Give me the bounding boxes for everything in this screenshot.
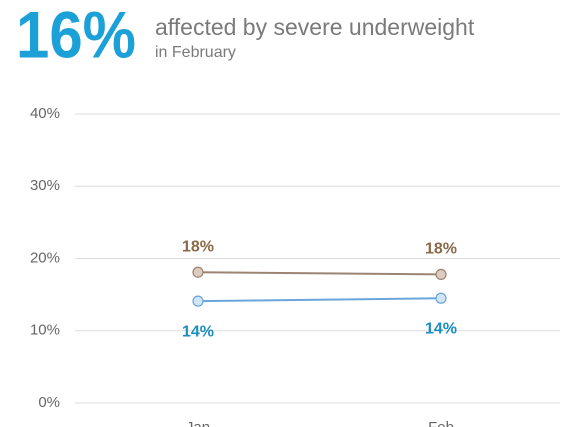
- series-line: [197, 271, 442, 276]
- data-label: 18%: [182, 238, 214, 255]
- y-tick-label: 10%: [30, 322, 60, 339]
- headline: 16%: [16, 0, 136, 71]
- y-tick-label: 40%: [30, 105, 60, 122]
- y-tick-label: 30%: [30, 177, 60, 194]
- chart-subtitle: in February: [155, 44, 236, 61]
- data-label: 14%: [425, 320, 457, 337]
- series-line: [197, 297, 442, 303]
- y-tick-label: 20%: [30, 249, 60, 266]
- y-tick-label: 0%: [38, 394, 60, 411]
- point: [192, 295, 204, 307]
- point: [435, 268, 447, 280]
- point: [435, 292, 447, 304]
- point: [192, 266, 204, 278]
- chart-title: affected by severe underweight: [155, 14, 475, 40]
- data-label: 18%: [425, 241, 457, 258]
- x-tick-label: Feb: [428, 419, 454, 427]
- data-label: 14%: [182, 323, 214, 340]
- x-tick-label: Jan: [186, 419, 210, 427]
